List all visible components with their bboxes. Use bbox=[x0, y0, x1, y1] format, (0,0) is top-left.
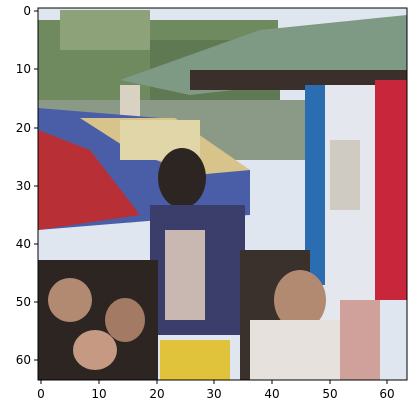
x-tick-label: 30 bbox=[206, 387, 221, 401]
yellow-item bbox=[160, 340, 230, 380]
x-tick-label: 40 bbox=[264, 387, 279, 401]
y-tick-label: 40 bbox=[16, 237, 31, 251]
y-tick-label: 10 bbox=[16, 62, 31, 76]
x-tick-label: 10 bbox=[91, 387, 106, 401]
y-tick-label: 50 bbox=[16, 295, 31, 309]
y-tick-label: 20 bbox=[16, 121, 31, 135]
y-tick-label: 30 bbox=[16, 179, 31, 193]
white-shirt bbox=[250, 320, 340, 380]
umbrella-red bbox=[38, 130, 140, 230]
axes-frame bbox=[37, 7, 408, 381]
x-tick-label: 20 bbox=[149, 387, 164, 401]
x-axis: 0 10 20 30 40 50 60 bbox=[37, 380, 395, 401]
y-axis: 0 10 20 30 40 50 60 bbox=[16, 4, 38, 367]
person-head bbox=[158, 148, 206, 208]
pixelated-photo bbox=[38, 8, 407, 380]
x-tick-label: 50 bbox=[322, 387, 337, 401]
pillar-blue bbox=[305, 85, 325, 285]
banner-red bbox=[375, 80, 407, 300]
x-tick-label: 60 bbox=[379, 387, 394, 401]
y-tick-label: 60 bbox=[16, 353, 31, 367]
y-tick-label: 0 bbox=[23, 4, 31, 18]
x-tick-label: 0 bbox=[37, 387, 45, 401]
